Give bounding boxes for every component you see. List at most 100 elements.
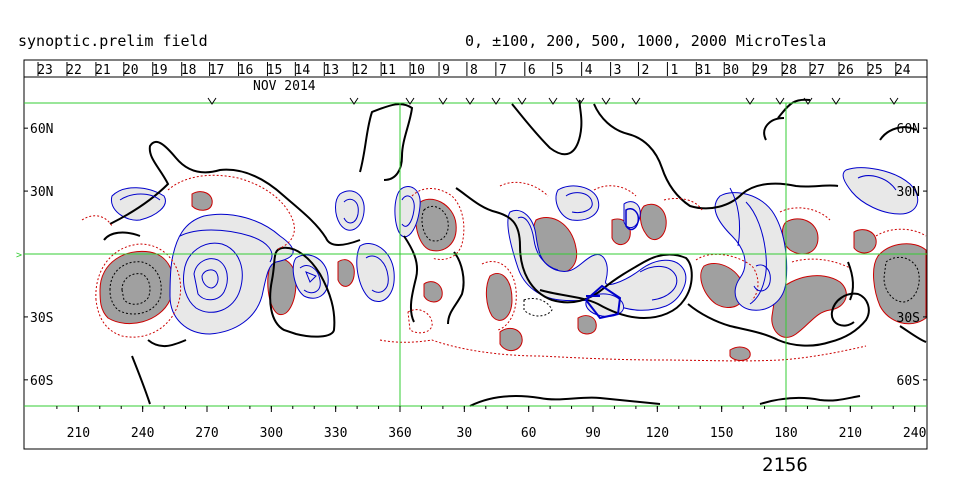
v-marker <box>491 97 501 105</box>
equator-marker: > <box>16 250 22 261</box>
positive-contour <box>183 242 243 313</box>
day-label: 11 <box>380 63 396 78</box>
day-label: 8 <box>470 63 478 78</box>
neutral-line <box>687 292 870 347</box>
lon-tick-label: 90 <box>585 426 601 441</box>
neutral-line <box>511 99 583 156</box>
negative-region <box>191 191 213 211</box>
v-marker <box>831 97 841 105</box>
positive-contour <box>401 195 415 227</box>
neutral-line <box>455 187 693 320</box>
positive-contour <box>857 175 897 191</box>
v-marker <box>745 97 755 105</box>
month-label: NOV 2014 <box>253 79 316 94</box>
positive-contour <box>729 187 741 247</box>
day-label: 16 <box>238 63 254 78</box>
day-label: 20 <box>123 63 139 78</box>
day-label: 31 <box>696 63 712 78</box>
negative-regions <box>99 191 927 361</box>
carrington-rotation-number: 2156 <box>762 454 808 476</box>
positive-region <box>714 192 788 311</box>
positive-contour <box>305 271 317 283</box>
lon-tick-label: 240 <box>131 426 154 441</box>
negative-region <box>337 259 355 287</box>
day-label: 29 <box>752 63 768 78</box>
day-label: 5 <box>556 63 564 78</box>
negative-contour <box>95 243 182 338</box>
neutral-line <box>469 395 661 407</box>
observation-markers <box>207 97 899 105</box>
positive-region <box>356 243 395 302</box>
positive-contours <box>119 175 897 320</box>
negative-region <box>99 250 174 325</box>
positive-contour <box>639 266 678 301</box>
v-marker <box>775 97 785 105</box>
day-label: 21 <box>95 63 111 78</box>
negative-contour <box>499 181 549 197</box>
day-label: 14 <box>295 63 311 78</box>
v-marker <box>631 97 641 105</box>
neutral-line <box>593 103 839 210</box>
lat-label-left: 60N <box>30 122 53 137</box>
positive-region <box>842 167 919 215</box>
neutral-line <box>269 246 336 338</box>
negative-region <box>782 218 819 255</box>
negative-region <box>577 315 597 335</box>
negative-core-contour <box>421 206 449 242</box>
positive-contour <box>745 201 767 305</box>
positive-contour <box>179 229 273 263</box>
negative-contour <box>411 188 465 260</box>
day-label: 17 <box>209 63 225 78</box>
negative-contour <box>379 339 867 362</box>
neutral-line <box>763 117 785 141</box>
chart-title: synoptic.prelim field <box>18 32 208 50</box>
day-label: 1 <box>671 63 679 78</box>
negative-region <box>499 327 523 351</box>
positive-contour <box>365 255 389 293</box>
bottom-axis-longitude-labels: 210 240 270 300 330 360 30 60 90 120 150 180 210 240 <box>56 406 926 441</box>
v-marker <box>889 97 899 105</box>
lon-tick-label: 330 <box>324 426 347 441</box>
lon-tick-label: 60 <box>521 426 537 441</box>
neutral-line <box>109 140 361 246</box>
day-label: 7 <box>499 63 507 78</box>
negative-region <box>485 273 513 321</box>
negative-contour <box>779 207 831 221</box>
neutral-line <box>359 103 414 181</box>
negative-region <box>423 281 443 303</box>
lon-tick-label: 120 <box>646 426 669 441</box>
negative-contour <box>407 309 433 334</box>
negative-core-contour <box>121 273 151 305</box>
neutral-line <box>899 325 927 343</box>
strong-negative-cores <box>109 206 920 317</box>
day-label: 4 <box>585 63 593 78</box>
negative-region <box>853 229 877 254</box>
positive-region <box>335 190 365 231</box>
negative-core-contour <box>883 256 920 303</box>
neutral-line <box>847 261 855 301</box>
negative-region <box>873 243 927 325</box>
grid <box>24 102 927 407</box>
lat-label-right: 30N <box>897 185 920 200</box>
negative-region <box>700 263 745 308</box>
positive-region <box>169 213 294 335</box>
lat-label-left: 30S <box>30 311 53 326</box>
day-label: 23 <box>37 63 53 78</box>
negative-contours <box>81 174 927 362</box>
positive-contour <box>625 208 640 231</box>
day-label: 10 <box>409 63 425 78</box>
day-label: 25 <box>867 63 883 78</box>
positive-contour <box>201 269 219 289</box>
day-label: 27 <box>809 63 825 78</box>
v-marker <box>803 97 813 105</box>
day-label: 2 <box>642 63 650 78</box>
v-marker <box>601 97 611 105</box>
positive-regions <box>110 167 919 335</box>
v-marker <box>517 97 527 105</box>
v-marker <box>548 97 558 105</box>
neutral-line <box>879 126 917 141</box>
negative-core-contour <box>109 261 162 315</box>
day-label: 12 <box>352 63 368 78</box>
day-label: 15 <box>267 63 283 78</box>
negative-contour <box>167 174 295 251</box>
